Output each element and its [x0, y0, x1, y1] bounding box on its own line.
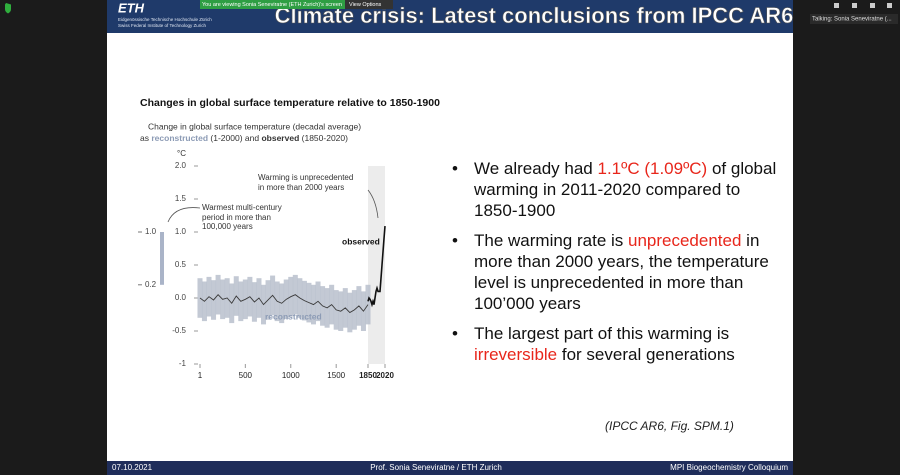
security-icon[interactable] [5, 3, 11, 14]
subtitle-part: reconstructed [151, 133, 208, 143]
uncertainty-band [365, 284, 371, 325]
warm-period-label: 0.2 [145, 280, 157, 289]
x-tick-label: 1 [198, 371, 203, 380]
bullet-list: We already had 1.1ºC (1.09ºC) of global … [452, 158, 782, 374]
annotation: Warming is unprecedented [258, 173, 353, 182]
annotation: 100,000 years [202, 222, 253, 231]
warm-period-label: 1.0 [145, 227, 157, 236]
footer-date: 07.10.2021 [112, 463, 153, 472]
logo: ETH [118, 0, 145, 15]
y-tick-label: 0.5 [175, 260, 187, 269]
window-icon[interactable] [834, 3, 839, 8]
y-unit: °C [177, 149, 186, 158]
y-tick-label: 0.0 [175, 293, 187, 302]
bullet-text: for several generations [557, 345, 735, 364]
series-line [367, 225, 386, 308]
bullet: We already had 1.1ºC (1.09ºC) of global … [452, 158, 782, 221]
bullet-text: The warming rate is [474, 231, 628, 250]
viewing-banner [200, 0, 345, 9]
x-tick-label: 500 [239, 371, 253, 380]
series-label: observed [342, 236, 380, 246]
subtitle-part: observed [261, 133, 299, 143]
x-tick-label: 1850 [359, 371, 377, 380]
y-tick-label: -0.5 [172, 326, 186, 335]
annotation: in more than 2000 years [258, 183, 344, 192]
bullet-text: in more than 2000 years, the temperature… [474, 231, 769, 313]
logo-text: Swiss Federal Institute of Technology Zu… [118, 23, 206, 28]
subtitle-part: as [140, 133, 149, 143]
bullet: The largest part of this warming is irre… [452, 323, 782, 365]
observed-period-shade [368, 166, 385, 364]
chart-subtitle: Change in global surface temperature (de… [148, 121, 361, 131]
highlight: 1.1ºC (1.09ºC) [597, 159, 708, 178]
warm-period-bar [160, 232, 164, 285]
reference: (IPCC AR6, Fig. SPM.1) [605, 419, 734, 433]
series-label: reconstructed [265, 311, 322, 321]
viewing-text: You are viewing Sonia Seneviratne (ETH Z… [202, 2, 342, 8]
subtitle-part: (1850-2020) [302, 133, 348, 143]
annotation-arrow [167, 207, 201, 223]
bullet-text: of global warming in 2011-2020 compared … [474, 159, 777, 220]
y-tick-label: 2.0 [175, 161, 187, 170]
talking-text: Talking: Sonia Seneviratne (... [812, 17, 892, 23]
y-tick-label: 1.5 [175, 194, 187, 203]
footer-author: Prof. Sonia Seneviratne / ETH Zurich [370, 463, 502, 472]
highlight: irreversible [474, 345, 558, 364]
slide-footer [107, 461, 793, 475]
window-icon[interactable] [852, 3, 857, 8]
series-line [199, 294, 369, 314]
bullet-text: We already had [474, 159, 598, 178]
annotation: Warmest multi-century [202, 203, 282, 212]
bullet: The warming rate is unprecedented in mor… [452, 230, 782, 314]
chart-title: Changes in global surface temperature re… [140, 97, 440, 109]
logo-text: Eidgenössische Technische Hochschule Zür… [118, 17, 212, 22]
x-tick-label: 2020 [376, 371, 394, 380]
y-tick-label: -1 [179, 359, 187, 368]
window-icon[interactable] [887, 3, 892, 8]
subtitle-part: (1-2000) and [210, 133, 259, 143]
annotation-arrow [367, 189, 379, 219]
footer-event: MPI Biogeochemistry Colloquium [670, 463, 788, 472]
bullet-text: The largest part of this warming is [474, 324, 730, 343]
talking-box [810, 14, 898, 24]
chart-subtitle: as reconstructed (1-2000) and observed (… [140, 133, 348, 143]
window-icon[interactable] [870, 3, 875, 8]
view-options[interactable] [345, 0, 393, 9]
annotation: period in more than [202, 213, 271, 222]
x-tick-label: 1000 [282, 371, 300, 380]
y-tick-label: 1.0 [175, 227, 187, 236]
view-options-text[interactable]: View Options [349, 2, 382, 8]
highlight: unprecedented [628, 231, 742, 250]
x-tick-label: 1500 [327, 371, 345, 380]
